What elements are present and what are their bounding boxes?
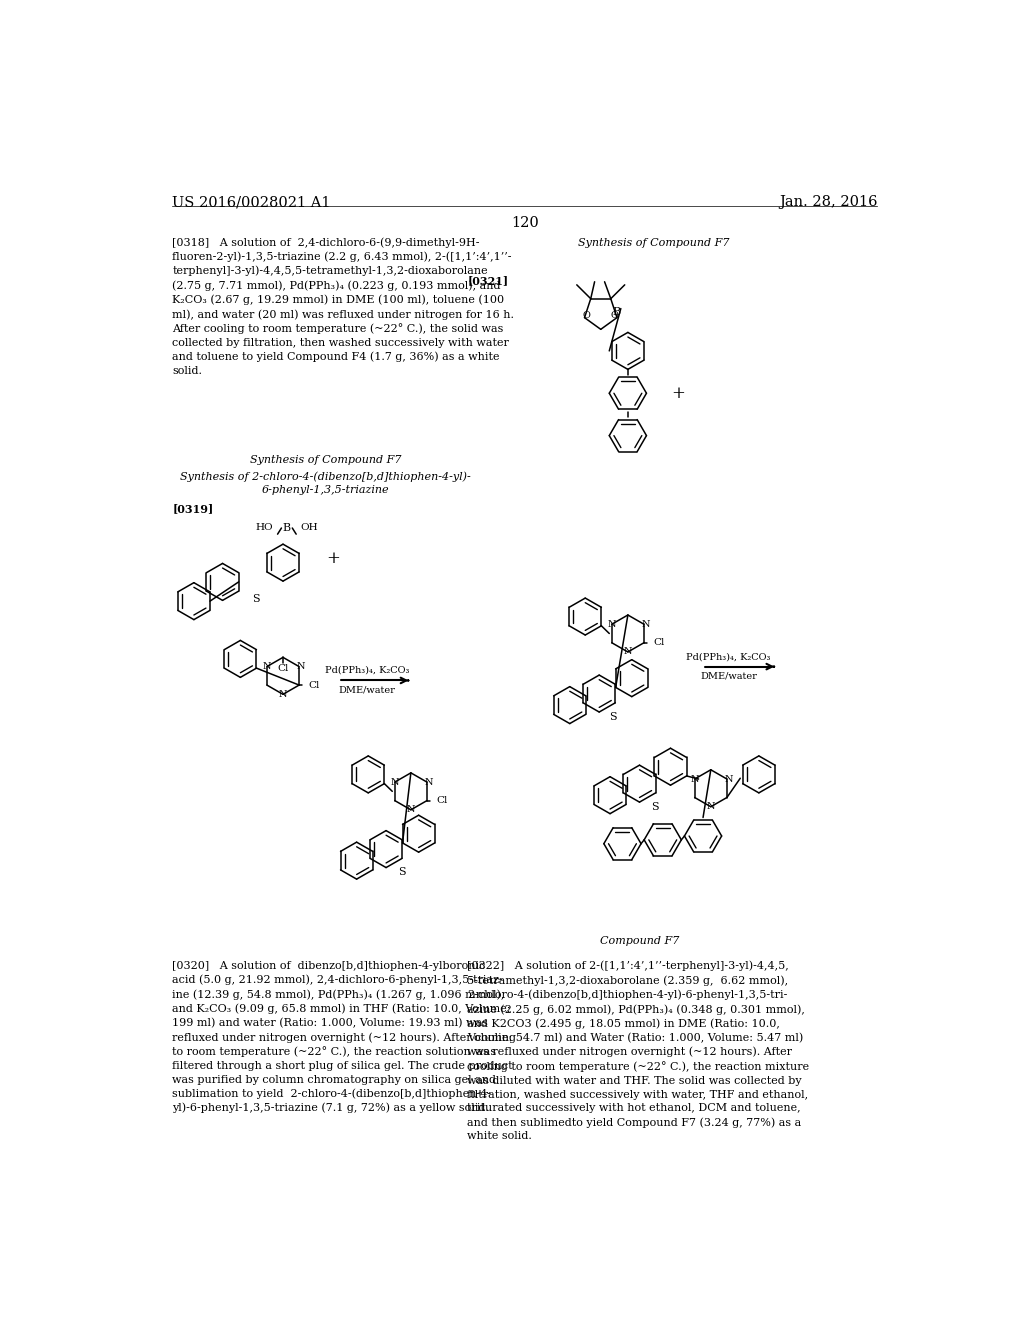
Text: DME/water: DME/water — [700, 672, 757, 680]
Text: N: N — [262, 663, 271, 671]
Text: Cl: Cl — [278, 664, 289, 673]
Text: +: + — [672, 384, 685, 401]
Text: N: N — [390, 777, 399, 787]
Text: Cl: Cl — [653, 639, 665, 647]
Text: Jan. 28, 2016: Jan. 28, 2016 — [779, 195, 878, 210]
Text: N: N — [690, 775, 699, 784]
Text: N: N — [296, 663, 305, 671]
Text: S: S — [609, 711, 617, 722]
Text: N: N — [624, 648, 632, 656]
Text: Pd(PPh₃)₄, K₂CO₃: Pd(PPh₃)₄, K₂CO₃ — [686, 652, 771, 661]
Text: S: S — [252, 594, 260, 603]
Text: Pd(PPh₃)₄, K₂CO₃: Pd(PPh₃)₄, K₂CO₃ — [325, 665, 409, 675]
Text: O: O — [610, 310, 618, 319]
Text: Synthesis of Compound F7: Synthesis of Compound F7 — [250, 455, 401, 465]
Text: S: S — [397, 867, 406, 878]
Text: S: S — [651, 801, 658, 812]
Text: [0321]: [0321] — [467, 276, 509, 286]
Text: Synthesis of 2-chloro-4-(dibenzo[b,d]thiophen-4-yl)-: Synthesis of 2-chloro-4-(dibenzo[b,d]thi… — [180, 471, 471, 482]
Text: N: N — [407, 805, 415, 814]
Text: N: N — [607, 620, 616, 628]
Text: OH: OH — [301, 524, 318, 532]
Text: N: N — [641, 620, 650, 628]
Text: DME/water: DME/water — [338, 685, 395, 694]
Text: O: O — [583, 310, 591, 319]
Text: Cl: Cl — [308, 681, 319, 689]
Text: [0322]   A solution of 2-([1,1’:4’,1’’-terphenyl]-3-yl)-4,4,5,
5-tetramethyl-1,3: [0322] A solution of 2-([1,1’:4’,1’’-ter… — [467, 961, 810, 1142]
Text: [0318]   A solution of  2,4-dichloro-6-(9,9-dimethyl-9H-
fluoren-2-yl)-1,3,5-tri: [0318] A solution of 2,4-dichloro-6-(9,9… — [172, 238, 514, 376]
Text: B: B — [283, 523, 291, 533]
Text: Synthesis of Compound F7: Synthesis of Compound F7 — [578, 239, 729, 248]
Text: 120: 120 — [511, 216, 539, 230]
Text: Cl: Cl — [436, 796, 447, 805]
Text: N: N — [279, 690, 288, 698]
Text: B: B — [613, 308, 621, 317]
Text: [0319]: [0319] — [172, 503, 213, 515]
Text: US 2016/0028021 A1: US 2016/0028021 A1 — [172, 195, 331, 210]
Text: N: N — [707, 803, 715, 812]
Text: 6-phenyl-1,3,5-triazine: 6-phenyl-1,3,5-triazine — [262, 484, 389, 495]
Text: [0320]   A solution of  dibenzo[b,d]thiophen-4-ylboronic
acid (5.0 g, 21.92 mmol: [0320] A solution of dibenzo[b,d]thiophe… — [172, 961, 516, 1113]
Text: N: N — [724, 775, 733, 784]
Text: HO: HO — [255, 524, 273, 532]
Text: Compound F7: Compound F7 — [600, 936, 679, 946]
Text: +: + — [327, 550, 340, 568]
Text: N: N — [424, 777, 433, 787]
